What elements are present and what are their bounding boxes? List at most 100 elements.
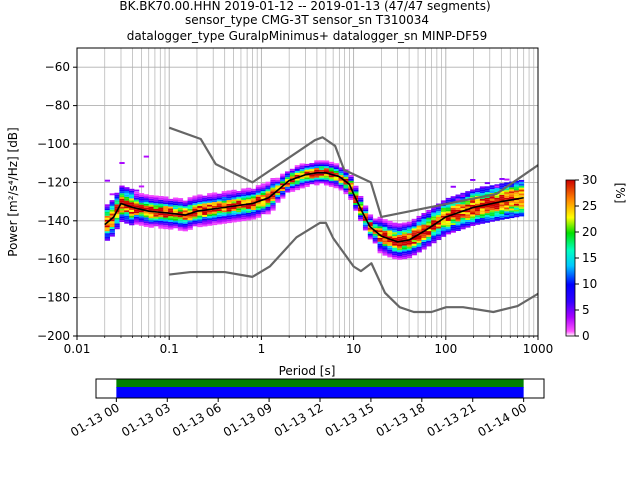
psd-bin [153, 218, 159, 221]
psd-bin [216, 195, 223, 198]
psd-bin [387, 240, 393, 243]
psd-bin [377, 235, 383, 238]
psd-bin [421, 238, 427, 240]
psd-bin [275, 191, 281, 194]
psd-bin [211, 223, 218, 226]
psd-bin [518, 187, 525, 190]
psd-bin [163, 223, 169, 226]
psd-bin [124, 210, 130, 213]
psd-bin [202, 205, 208, 208]
psd-bin [148, 206, 154, 209]
psd-bin [182, 206, 188, 209]
psd-bin [211, 200, 218, 203]
psd-bin [104, 217, 111, 220]
psd-bin [241, 215, 247, 218]
psd-bin [499, 217, 505, 220]
psd-bin [309, 178, 315, 181]
psd-bin [436, 238, 442, 241]
psd-bin [246, 197, 252, 200]
psd-bin [241, 198, 247, 200]
psd-bin [362, 222, 369, 225]
psd-bin [367, 220, 374, 223]
psd-bin [265, 181, 271, 184]
psd-bin [187, 199, 193, 202]
psd-bin [513, 194, 520, 197]
psd-bin [513, 199, 520, 202]
psd-bin [114, 200, 120, 203]
psd-bin [202, 224, 208, 227]
timeline-tick-label: 01-13 21 [424, 400, 478, 439]
psd-bin [216, 212, 223, 215]
psd-bin [328, 181, 335, 183]
psd-bin [455, 213, 461, 216]
psd-bin [455, 209, 461, 212]
psd-bin [489, 206, 495, 209]
psd-bin [455, 207, 461, 210]
psd-bin [270, 208, 276, 211]
psd-bin [285, 184, 291, 187]
psd-bin [436, 209, 442, 212]
psd-bin [445, 224, 452, 227]
psd-bin [343, 171, 349, 174]
psd-bin [494, 209, 500, 212]
psd-bin [450, 219, 456, 222]
psd-bin [104, 227, 111, 230]
psd-bin [129, 202, 135, 205]
y-tick-label: −140 [37, 214, 70, 228]
psd-bin [280, 173, 286, 176]
x-tick-label: 10 [346, 342, 361, 356]
psd-bin [231, 210, 237, 213]
psd-bin [377, 232, 383, 235]
psd-bin [192, 224, 198, 227]
psd-bin [104, 179, 111, 182]
psd-bin [460, 196, 466, 199]
psd-bin [426, 231, 432, 233]
psd-bin [440, 209, 447, 212]
psd-bin [455, 196, 461, 199]
psd-bin [192, 220, 198, 223]
psd-bin [479, 186, 486, 189]
psd-bin [499, 208, 505, 211]
psd-bin [328, 184, 335, 187]
psd-bin [465, 225, 471, 228]
colorbar-tick-label: 5 [582, 303, 590, 317]
psd-bin [401, 226, 408, 229]
psd-bin [109, 234, 115, 237]
psd-bin [129, 190, 135, 193]
psd-bin [226, 201, 232, 204]
psd-bin [445, 197, 452, 200]
psd-bin [119, 200, 125, 203]
psd-bin [280, 194, 286, 197]
psd-bin [192, 214, 198, 217]
psd-bin [387, 255, 393, 258]
psd-bin [460, 217, 466, 220]
psd-bin [153, 207, 159, 209]
psd-bin [348, 176, 354, 179]
psd-bin [182, 217, 188, 220]
psd-bin [119, 193, 125, 196]
psd-bin [129, 211, 135, 214]
psd-bin [406, 242, 413, 245]
psd-bin [168, 214, 174, 217]
psd-bin [323, 183, 330, 186]
psd-bin [168, 220, 174, 222]
psd-bin [202, 214, 208, 217]
psd-bin [465, 193, 471, 195]
psd-bin [377, 226, 383, 229]
psd-bin [406, 223, 413, 226]
psd-bin [114, 215, 120, 218]
psd-bin [411, 238, 417, 240]
psd-bin [226, 198, 232, 201]
psd-bin [270, 199, 276, 202]
psd-bin [270, 206, 276, 209]
psd-bin [138, 198, 145, 201]
psd-bin [470, 220, 476, 223]
psd-bin [319, 168, 325, 170]
psd-bin [109, 228, 115, 231]
psd-bin [226, 190, 232, 193]
psd-bin [475, 209, 481, 212]
psd-bin [138, 195, 145, 197]
psd-bin [323, 175, 330, 178]
psd-bin [504, 207, 510, 210]
psd-bin [221, 204, 227, 207]
